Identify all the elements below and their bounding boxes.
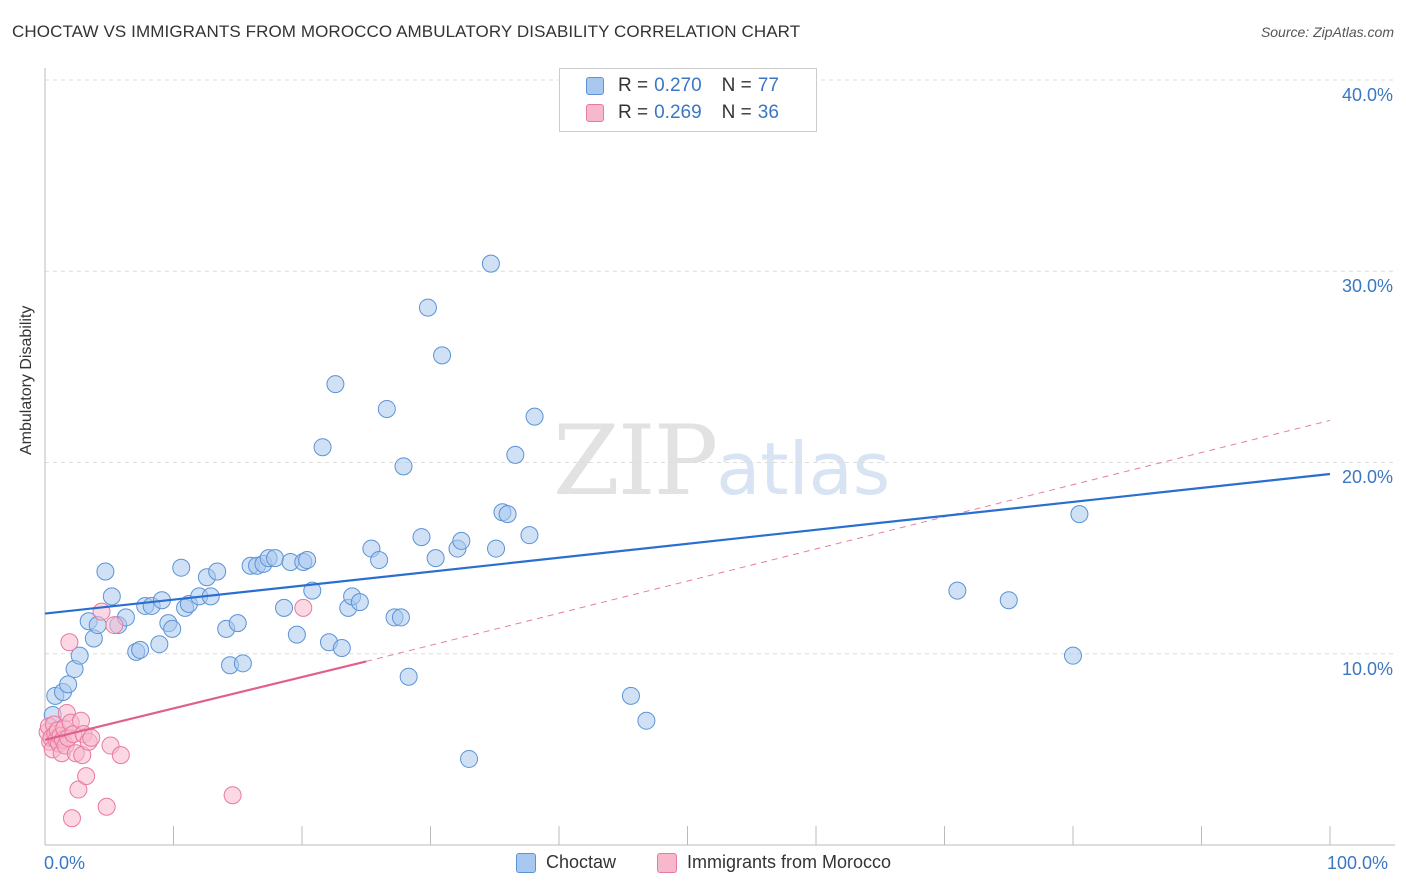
legend-n-value: 36 — [757, 102, 779, 123]
point-choctaw — [70, 646, 89, 665]
legend-n-label: N = — [721, 102, 752, 123]
point-choctaw — [426, 549, 445, 568]
y-axis-label: Ambulatory Disability — [18, 305, 35, 455]
point-choctaw — [275, 598, 294, 617]
point-choctaw — [418, 298, 437, 317]
point-morocco — [82, 728, 101, 747]
y-tick-label-20: 20.0% — [1341, 467, 1393, 487]
point-choctaw — [228, 614, 247, 633]
series-legend: Choctaw Immigrants from Morocco — [0, 852, 1406, 876]
point-choctaw — [520, 526, 539, 545]
point-morocco — [294, 598, 313, 617]
point-choctaw — [412, 528, 431, 547]
legend-row-choctaw: R = 0.270 N = 77 — [586, 74, 779, 98]
point-morocco — [62, 809, 81, 828]
legend-swatch-pink — [586, 104, 604, 122]
y-tick-label-10: 10.0% — [1341, 659, 1393, 679]
trendline-choctaw — [44, 472, 1331, 615]
series-legend-label: Immigrants from Morocco — [687, 852, 892, 872]
source-label: Source: ZipAtlas.com — [1260, 24, 1394, 40]
point-choctaw — [1064, 646, 1082, 665]
series-legend-choctaw[interactable]: Choctaw — [516, 852, 616, 873]
point-choctaw — [1070, 505, 1089, 524]
point-choctaw — [163, 619, 182, 638]
point-choctaw — [313, 438, 332, 457]
point-choctaw — [637, 711, 656, 730]
legend-n-label: N = — [721, 75, 752, 96]
point-choctaw — [326, 375, 345, 394]
point-choctaw — [394, 457, 413, 476]
legend-r-value: 0.269 — [654, 102, 702, 123]
watermark-atlas: atlas — [716, 427, 891, 511]
point-choctaw — [350, 593, 369, 612]
point-choctaw — [399, 667, 418, 686]
point-choctaw — [96, 562, 115, 581]
point-choctaw — [59, 675, 78, 694]
series-swatch-morocco — [657, 852, 677, 873]
point-choctaw — [287, 625, 306, 644]
point-choctaw — [487, 539, 506, 558]
point-choctaw — [131, 640, 150, 659]
point-choctaw — [452, 531, 471, 550]
x-tick-label-min: 0.0% — [44, 853, 86, 873]
point-choctaw — [208, 562, 227, 581]
point-choctaw — [999, 591, 1018, 610]
point-choctaw — [303, 581, 322, 600]
point-choctaw — [525, 407, 544, 426]
point-choctaw — [370, 551, 389, 570]
point-morocco — [223, 786, 242, 805]
point-choctaw — [332, 639, 351, 658]
series-legend-label: Choctaw — [546, 852, 617, 872]
point-choctaw — [150, 635, 169, 654]
point-choctaw — [460, 749, 479, 768]
legend-r-label: R = — [618, 102, 649, 123]
point-morocco — [60, 633, 79, 652]
watermark-zip: ZIP — [553, 405, 718, 517]
point-choctaw — [481, 254, 500, 273]
point-morocco — [105, 616, 124, 635]
point-choctaw — [948, 581, 967, 600]
point-choctaw — [621, 686, 640, 705]
legend-n-value: 77 — [757, 75, 779, 96]
point-morocco — [97, 797, 116, 816]
legend-r-label: R = — [618, 75, 649, 96]
y-tick-label-40: 40.0% — [1341, 85, 1393, 105]
series-legend-morocco[interactable]: Immigrants from Morocco — [657, 852, 891, 873]
trendline-morocco-extension — [366, 419, 1331, 662]
point-morocco — [111, 746, 130, 765]
point-choctaw — [298, 551, 317, 570]
legend-swatch-blue — [586, 77, 604, 95]
legend-row-morocco: R = 0.269 N = 36 — [586, 101, 779, 125]
point-choctaw — [391, 608, 410, 627]
watermark: ZIPatlas — [553, 405, 890, 517]
point-morocco — [77, 767, 96, 786]
point-choctaw — [233, 654, 252, 673]
chart-title: CHOCTAW VS IMMIGRANTS FROM MOROCCO AMBUL… — [12, 22, 801, 41]
legend-r-value: 0.270 — [654, 75, 702, 96]
correlation-legend: R = 0.270 N = 77 R = 0.269 N = 36 — [559, 68, 817, 132]
point-choctaw — [506, 445, 525, 464]
point-morocco — [69, 780, 88, 799]
series-swatch-choctaw — [516, 852, 536, 873]
point-choctaw — [433, 346, 452, 365]
trendline-morocco — [44, 660, 367, 741]
point-choctaw — [498, 505, 517, 524]
point-choctaw — [172, 558, 191, 577]
point-choctaw — [266, 549, 285, 568]
point-choctaw — [102, 587, 121, 606]
x-tick-label-max: 100.0% — [1327, 853, 1389, 873]
point-choctaw — [377, 399, 396, 418]
y-tick-label-30: 30.0% — [1341, 276, 1393, 296]
